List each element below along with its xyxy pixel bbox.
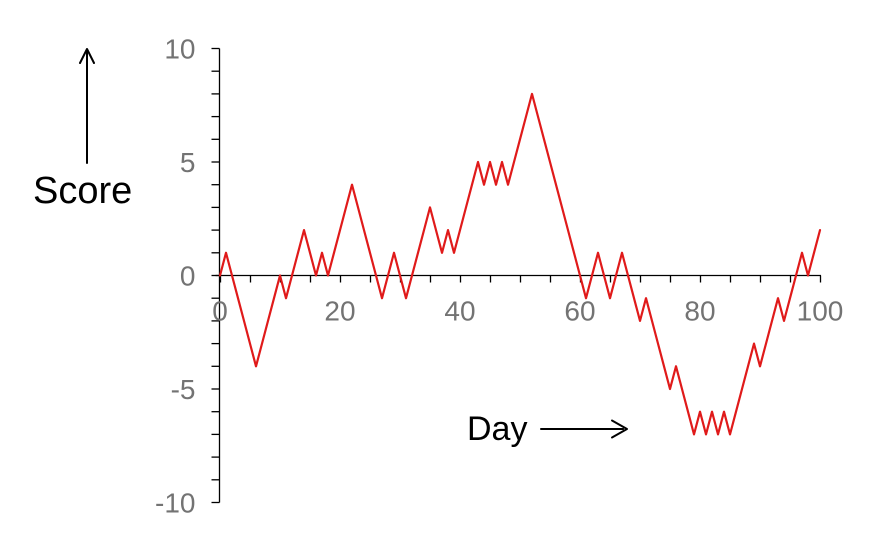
score-up-arrow-icon (79, 48, 95, 164)
y-tick-label: -10 (155, 488, 195, 519)
day-right-arrow-icon (540, 419, 628, 439)
x-tick-label: 0 (212, 296, 228, 327)
x-tick-label: 20 (324, 296, 355, 327)
x-tick-label: 100 (797, 296, 844, 327)
y-tick-label: 10 (164, 34, 195, 65)
y-axis-title: Score (33, 170, 133, 212)
x-tick-label: 40 (444, 296, 475, 327)
score-series-line (218, 92, 822, 436)
y-tick-label: 0 (180, 261, 196, 292)
y-tick-label: 5 (180, 147, 196, 178)
x-axis-title: Day (467, 410, 528, 448)
y-tick-label: -5 (171, 374, 196, 405)
x-tick-label: 80 (684, 296, 715, 327)
x-tick-label: 60 (564, 296, 595, 327)
